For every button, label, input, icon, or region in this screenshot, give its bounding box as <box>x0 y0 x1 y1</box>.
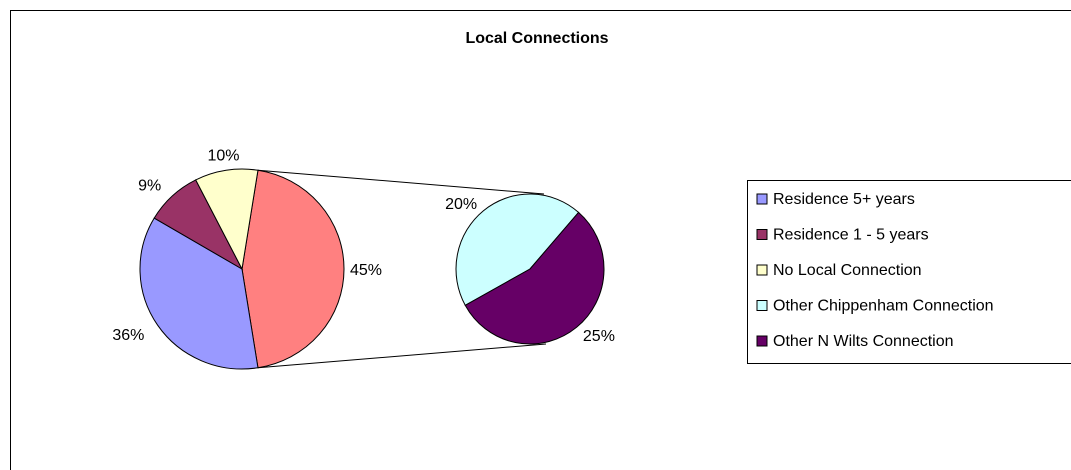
legend-swatch-other-n-wilts-connection <box>756 335 768 347</box>
main-pie <box>139 168 345 370</box>
legend-label-other-chippenham-connection: Other Chippenham Connection <box>773 298 994 315</box>
data-label-other-chippenham-connection: 20% <box>445 196 477 213</box>
legend-swatch-no-local-connection <box>756 264 768 276</box>
legend-box <box>747 180 1071 364</box>
connector-line-bottom <box>257 343 547 369</box>
data-label-other-n-wilts-connection: 25% <box>583 328 615 345</box>
legend-swatch-residence-5-years <box>756 193 768 205</box>
legend-label-residence-1-5-years: Residence 1 - 5 years <box>773 227 929 244</box>
legend-label-residence-5-years: Residence 5+ years <box>773 191 915 208</box>
pie-slice-residence-5-years <box>139 217 259 370</box>
legend-swatch-residence-1-5-years <box>756 229 768 240</box>
connector-line-top <box>257 169 545 195</box>
data-label-residence-5-years: 36% <box>112 327 144 344</box>
pie-connector-lines <box>257 169 547 369</box>
data-labels: 45% 36% 9% 10% 20% 25% <box>112 147 615 345</box>
pie-slice-combined-other <box>241 169 345 369</box>
legend-label-no-local-connection: No Local Connection <box>773 262 922 279</box>
data-label-residence-1-5-years: 9% <box>138 177 161 194</box>
secondary-pie <box>455 193 605 345</box>
pie-slice-other-chippenham-connection <box>455 193 580 307</box>
legend-label-other-n-wilts-connection: Other N Wilts Connection <box>773 333 954 350</box>
pie-slice-other-n-wilts-connection <box>464 211 605 345</box>
chart-title: Local Connections <box>465 30 608 47</box>
legend: Residence 5+ years Residence 1 - 5 years N… <box>747 180 1071 364</box>
data-label-no-local-connection: 10% <box>207 147 239 164</box>
pie-slice-no-local-connection <box>195 168 259 271</box>
data-label-combined-other: 45% <box>350 262 382 279</box>
legend-swatch-other-chippenham-connection <box>756 300 768 311</box>
